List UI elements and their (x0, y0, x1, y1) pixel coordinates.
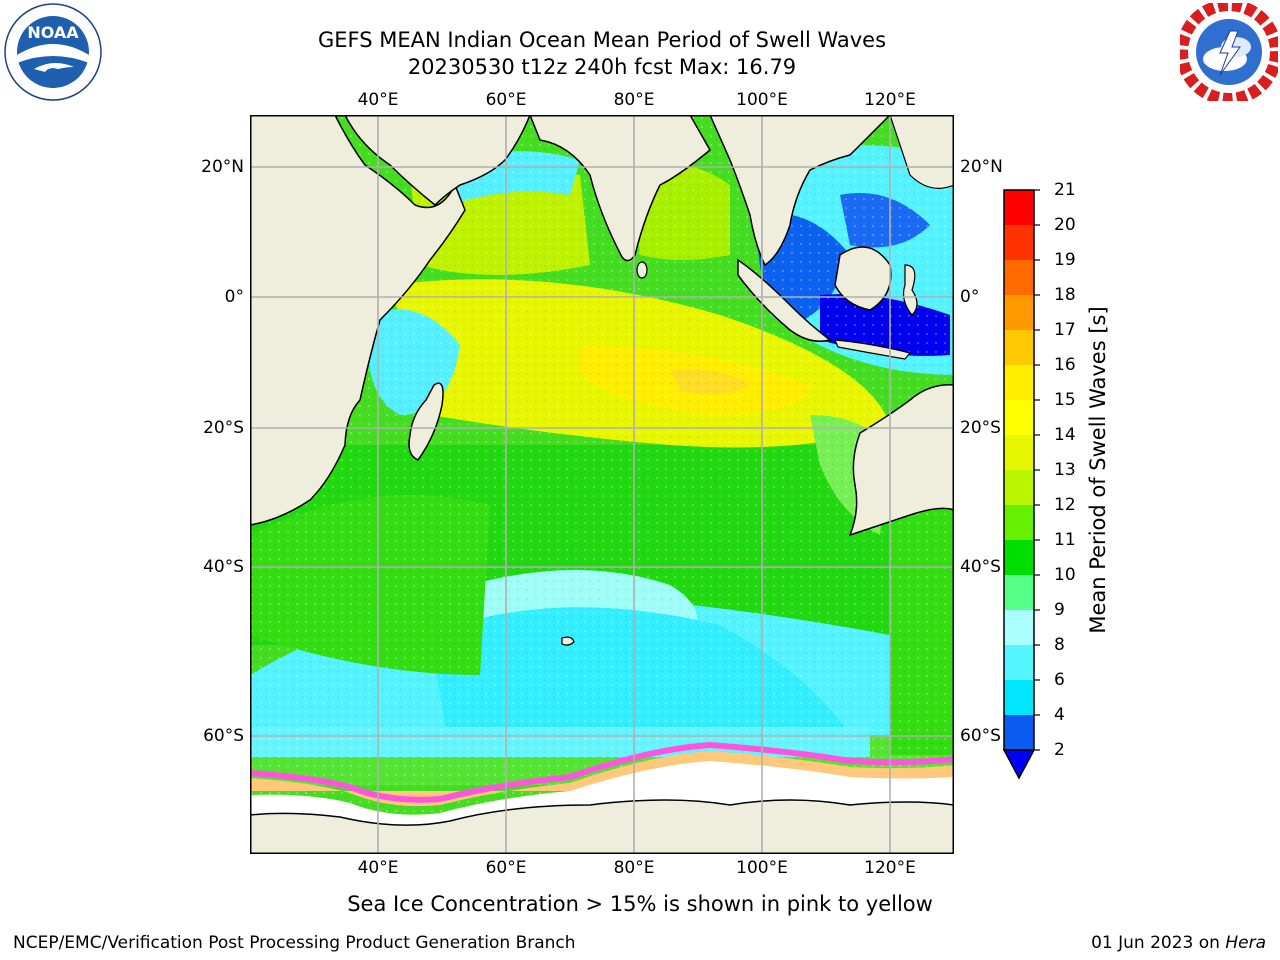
lon-label-bottom-40e: 40°E (357, 858, 399, 878)
colorbar-under-triangle (1002, 749, 1036, 780)
colorbar-segment (1004, 715, 1034, 750)
lat-label-right-0: 0° (960, 287, 980, 307)
noaa-logo: NOAA (4, 3, 102, 101)
colorbar-tick-label: 17 (1054, 320, 1076, 340)
southeast-asia-land (709, 115, 892, 267)
sea-ice-caption: Sea Ice Concentration > 15% is shown in … (347, 892, 933, 916)
lon-label-top-60e: 60°E (485, 90, 527, 110)
australia-land (848, 384, 954, 537)
colorbar-tick-label: 11 (1054, 530, 1076, 550)
colorbar-tick-label: 16 (1054, 355, 1076, 375)
chart-title: GEFS MEAN Indian Ocean Mean Period of Sw… (317, 28, 887, 52)
lat-label-left-0: 0° (224, 287, 244, 307)
footer-date: 01 Jun 2023 on Hera (1091, 932, 1266, 954)
colorbar-tick-label: 6 (1054, 670, 1065, 690)
colorbar-tick-label: 8 (1054, 635, 1065, 655)
antarctica-land (250, 799, 954, 854)
lat-label-left-20n: 20°N (201, 157, 244, 177)
colorbar-label: Mean Period of Swell Waves [s] (1086, 306, 1110, 634)
colorbar-segment (1004, 540, 1034, 575)
colorbar-segment (1004, 680, 1034, 715)
colorbar-segment (1004, 225, 1034, 260)
borneo-land (834, 246, 892, 311)
india-land (529, 115, 711, 262)
map-frame (250, 115, 954, 854)
java-land (834, 339, 912, 360)
colorbar-segment (1004, 330, 1034, 365)
colorbar-tick-label: 19 (1054, 250, 1076, 270)
lat-label-right-60s: 60°S (960, 726, 1001, 746)
lon-label-bottom-100e: 100°E (736, 858, 788, 878)
ocean-map (250, 115, 954, 854)
philippines-land (889, 115, 954, 189)
colorbar-tick-label: 20 (1054, 215, 1076, 235)
colorbar-tick-label: 10 (1054, 565, 1076, 585)
lon-label-bottom-60e: 60°E (485, 858, 527, 878)
lat-label-left-60s: 60°S (203, 726, 244, 746)
footer-machine: Hera (1225, 933, 1266, 953)
lon-label-top-100e: 100°E (736, 90, 788, 110)
lat-label-right-40s: 40°S (960, 557, 1001, 577)
lon-label-bottom-80e: 80°E (613, 858, 655, 878)
colorbar-tick-label: 12 (1054, 495, 1076, 515)
colorbar-segment (1004, 190, 1034, 225)
colorbar-segment (1004, 645, 1034, 680)
lat-label-left-40s: 40°S (203, 557, 244, 577)
colorbar-segment (1004, 260, 1034, 295)
lon-label-top-120e: 120°E (864, 90, 916, 110)
kerguelen-land (561, 636, 575, 646)
colorbar-tick-label: 18 (1054, 285, 1076, 305)
lon-label-top-40e: 40°E (357, 90, 399, 110)
lon-label-bottom-120e: 120°E (864, 858, 916, 878)
arabia-land (344, 115, 531, 207)
lon-label-top-80e: 80°E (613, 90, 655, 110)
sea-ice-edge-orange (250, 751, 954, 807)
colorbar (1002, 189, 1040, 780)
nws-logo (1180, 3, 1278, 101)
colorbar-segment (1004, 470, 1034, 505)
lat-label-right-20n: 20°N (960, 157, 1003, 177)
colorbar-segment (1004, 365, 1034, 400)
colorbar-tick-label: 14 (1054, 425, 1076, 445)
colorbar-segment (1004, 400, 1034, 435)
chart-subtitle: 20230530 t12z 240h fcst Max: 16.79 (407, 55, 797, 79)
lat-label-right-20s: 20°S (960, 418, 1001, 438)
colorbar-segment (1004, 295, 1034, 330)
colorbar-segment (1004, 610, 1034, 645)
sri-lanka-land (636, 261, 648, 279)
lat-label-left-20s: 20°S (203, 418, 244, 438)
colorbar-tick-label: 9 (1054, 600, 1065, 620)
colorbar-segment (1004, 575, 1034, 610)
colorbar-tick-label: 15 (1054, 390, 1076, 410)
colorbar-tick-label: 13 (1054, 460, 1076, 480)
colorbar-segment (1004, 435, 1034, 470)
colorbar-segment (1004, 505, 1034, 540)
footer-credit: NCEP/EMC/Verification Post Processing Pr… (13, 933, 576, 953)
graticule (250, 115, 954, 854)
sea-ice-edge-pink (250, 741, 954, 803)
sumatra-land (737, 258, 832, 342)
colorbar-tick-label: 2 (1054, 740, 1065, 760)
colorbar-tick-label: 21 (1054, 180, 1076, 200)
colorbar-tick-label: 4 (1054, 705, 1065, 725)
noaa-logo-text: NOAA (27, 23, 79, 42)
madagascar-land (408, 382, 444, 461)
footer-date-text: 01 Jun 2023 on (1091, 933, 1226, 953)
